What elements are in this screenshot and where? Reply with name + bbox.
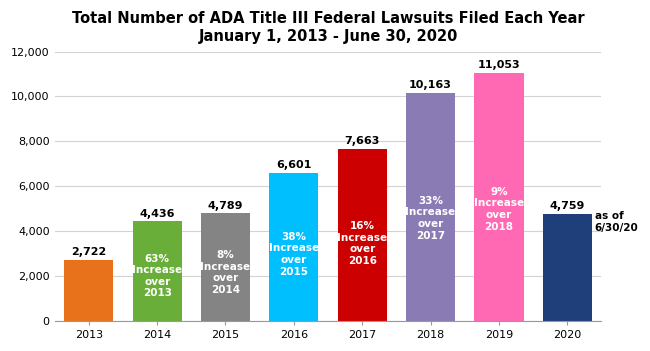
Bar bbox=[64, 260, 113, 321]
Text: 7,663: 7,663 bbox=[344, 136, 380, 146]
Text: 38%
Increase
over
2015: 38% Increase over 2015 bbox=[269, 232, 319, 277]
Bar bbox=[269, 173, 318, 321]
Text: 16%
Increase
over
2016: 16% Increase over 2016 bbox=[337, 221, 387, 266]
Text: 6,601: 6,601 bbox=[276, 160, 311, 170]
Text: 63%
Increase
over
2013: 63% Increase over 2013 bbox=[132, 254, 182, 298]
Bar bbox=[133, 221, 182, 321]
Text: 8%
Increase
over
2014: 8% Increase over 2014 bbox=[200, 250, 250, 295]
Bar bbox=[543, 214, 592, 321]
Text: 9%
Increase
over
2018: 9% Increase over 2018 bbox=[474, 187, 524, 232]
Title: Total Number of ADA Title III Federal Lawsuits Filed Each Year
January 1, 2013 -: Total Number of ADA Title III Federal La… bbox=[72, 11, 584, 44]
Bar bbox=[474, 73, 523, 321]
Text: 2,722: 2,722 bbox=[71, 247, 107, 257]
Text: 4,759: 4,759 bbox=[549, 201, 585, 211]
Text: 10,163: 10,163 bbox=[409, 80, 452, 90]
Text: 33%
Increase
over
2017: 33% Increase over 2017 bbox=[406, 196, 456, 241]
Bar bbox=[337, 149, 387, 321]
Text: 4,436: 4,436 bbox=[139, 208, 175, 219]
Bar bbox=[201, 213, 250, 321]
Text: 4,789: 4,789 bbox=[208, 201, 243, 211]
Bar bbox=[406, 93, 455, 321]
Text: as of
6/30/20: as of 6/30/20 bbox=[595, 211, 638, 233]
Text: 11,053: 11,053 bbox=[478, 60, 520, 70]
